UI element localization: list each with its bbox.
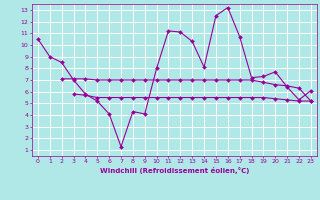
X-axis label: Windchill (Refroidissement éolien,°C): Windchill (Refroidissement éolien,°C) [100,167,249,174]
